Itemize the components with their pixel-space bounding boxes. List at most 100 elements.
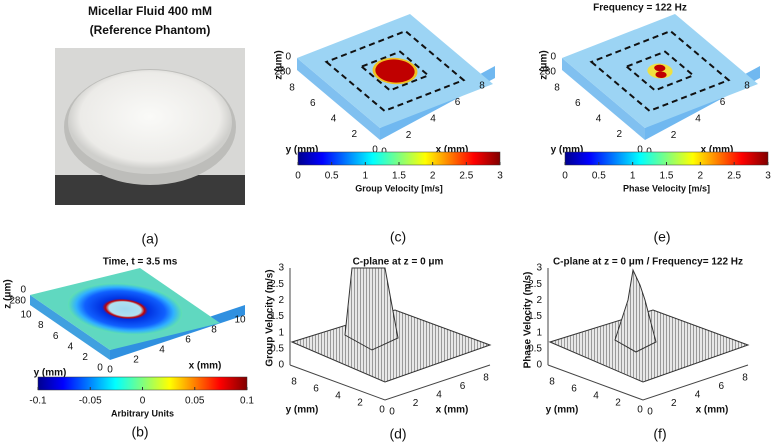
x-tick-label: 6 bbox=[455, 97, 461, 108]
colorbar-tick-label: -0.05 bbox=[79, 396, 102, 407]
colorbar-tick-label: 0.5 bbox=[592, 171, 606, 182]
y-tick-label: 4 bbox=[596, 114, 602, 125]
heatmap bbox=[30, 267, 221, 351]
colorbar-tick-label: 3 bbox=[765, 171, 771, 182]
z-tick-label: 1.5 bbox=[528, 311, 542, 322]
x-axis-label: x (mm) bbox=[696, 405, 729, 416]
y-tick-label: 8 bbox=[291, 377, 297, 388]
colorbar-tick-label: 1 bbox=[363, 171, 369, 182]
surface-peak bbox=[344, 267, 399, 351]
x-tick-label: 8 bbox=[483, 373, 489, 384]
title: Time, t = 3.5 ms bbox=[103, 257, 178, 268]
z-tick-label: 2 bbox=[278, 295, 284, 306]
panel-label: (e) bbox=[653, 229, 670, 245]
y-axis-label: y (mm) bbox=[546, 405, 579, 416]
y-axis-label: y (mm) bbox=[286, 405, 319, 416]
z-tick-label: 280 bbox=[9, 296, 26, 307]
z-tick-label: 0 bbox=[278, 360, 284, 371]
z-tick-label: 2.5 bbox=[270, 279, 284, 290]
x-tick-label: 2 bbox=[406, 130, 412, 141]
x-tick-label: 8 bbox=[211, 325, 217, 336]
z-tick-label: 2 bbox=[536, 295, 542, 306]
z-tick-label: 2.5 bbox=[528, 279, 542, 290]
x-tick-label: 4 bbox=[159, 345, 165, 356]
heatmap bbox=[297, 14, 494, 128]
colorbar-tick-label: 2.5 bbox=[727, 171, 741, 182]
x-tick-label: 4 bbox=[695, 390, 701, 401]
box-side bbox=[30, 295, 110, 360]
y-tick-label: 6 bbox=[53, 331, 59, 342]
z-axis-label: Group Velocity (m/s) bbox=[265, 269, 276, 366]
y-tick-label: 6 bbox=[571, 384, 577, 395]
title: (Reference Phantom) bbox=[90, 23, 211, 37]
colorbar-tick-label: 1.5 bbox=[392, 171, 406, 182]
x-tick-label: 6 bbox=[720, 97, 726, 108]
x-tick-label: 8 bbox=[479, 81, 485, 92]
x-axis-label: x (mm) bbox=[189, 361, 222, 372]
z-tick-label: 0.5 bbox=[270, 343, 284, 354]
title: Micellar Fluid 400 mM bbox=[88, 4, 212, 18]
y-tick-label: 10 bbox=[20, 310, 32, 321]
box-side bbox=[562, 58, 645, 140]
y-tick-label: 2 bbox=[357, 398, 363, 409]
colorbar-tick-label: 0.5 bbox=[325, 171, 339, 182]
panel-label: (c) bbox=[390, 229, 406, 245]
x-tick-label: 0 bbox=[107, 365, 113, 376]
colorbar-label: Group Velocity [m/s] bbox=[355, 183, 443, 193]
surface-peak bbox=[614, 268, 657, 353]
z-tick-label: 1.5 bbox=[270, 311, 284, 322]
y-tick-label: 8 bbox=[549, 377, 555, 388]
z-tick-label: 0 bbox=[536, 360, 542, 371]
panel-label: (d) bbox=[389, 426, 406, 442]
y-tick-label: 6 bbox=[310, 98, 316, 109]
colorbar-label: Arbitrary Units bbox=[111, 408, 174, 418]
y-axis-label: y (mm) bbox=[286, 145, 319, 156]
colorbar-tick-label: 0.05 bbox=[185, 396, 205, 407]
colorbar-label: Phase Velocity [m/s] bbox=[623, 183, 710, 193]
y-tick-label: 4 bbox=[593, 391, 599, 402]
y-tick-label: 4 bbox=[68, 341, 74, 352]
z-tick-label: 0 bbox=[20, 285, 26, 296]
axes-box bbox=[547, 268, 749, 401]
z-tick-label: 280 bbox=[539, 67, 556, 78]
axes-box bbox=[289, 268, 491, 401]
colorbar-tick-label: 0 bbox=[140, 396, 146, 407]
heatmap bbox=[562, 14, 759, 128]
colorbar-tick-label: 3 bbox=[497, 171, 503, 182]
y-tick-label: 8 bbox=[38, 320, 44, 331]
x-tick-label: 6 bbox=[718, 381, 724, 392]
title: C-plane at z = 0 μm / Frequency= 122 Hz bbox=[553, 257, 743, 268]
x-tick-label: 2 bbox=[133, 355, 139, 366]
y-tick-label: 4 bbox=[335, 391, 341, 402]
y-tick-label: 8 bbox=[554, 83, 560, 94]
x-tick-label: 2 bbox=[671, 398, 677, 409]
x-tick-label: 10 bbox=[234, 315, 246, 326]
box-side bbox=[297, 58, 380, 140]
x-axis-label: x (mm) bbox=[436, 405, 469, 416]
z-axis-label: z (μm) bbox=[3, 279, 14, 308]
x-tick-label: 0 bbox=[389, 407, 395, 418]
z-tick-label: 1 bbox=[536, 327, 542, 338]
colorbar-tick-label: 1.5 bbox=[660, 171, 674, 182]
y-tick-label: 0 bbox=[637, 145, 643, 156]
z-tick-label: 1 bbox=[278, 327, 284, 338]
y-tick-label: 8 bbox=[289, 83, 295, 94]
colorbar-tick-label: 1 bbox=[630, 171, 636, 182]
z-tick-label: 280 bbox=[274, 67, 291, 78]
x-tick-label: 2 bbox=[671, 130, 677, 141]
x-tick-label: 0 bbox=[647, 407, 653, 418]
colorbar-tick-label: 0 bbox=[562, 171, 568, 182]
y-axis-label: y (mm) bbox=[551, 145, 584, 156]
y-tick-label: 4 bbox=[331, 114, 337, 125]
y-tick-label: 2 bbox=[616, 129, 622, 140]
x-axis-label: x (mm) bbox=[436, 145, 469, 156]
z-tick-label: 3 bbox=[278, 263, 284, 274]
x-tick-label: 2 bbox=[413, 398, 419, 409]
x-tick-label: 4 bbox=[695, 114, 701, 125]
panel-label: (a) bbox=[141, 231, 158, 247]
x-tick-label: 8 bbox=[742, 373, 748, 384]
y-tick-label: 0 bbox=[379, 405, 385, 416]
colorbar-tick-label: 2 bbox=[430, 171, 436, 182]
y-tick-label: 2 bbox=[615, 398, 621, 409]
